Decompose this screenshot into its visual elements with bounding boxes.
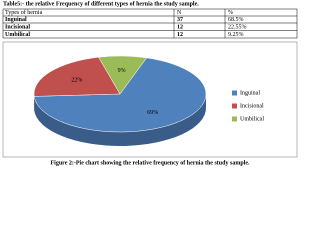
cell: Incisional — [5, 24, 30, 30]
cell: 9.25% — [228, 32, 244, 38]
legend-label: Umbilical — [240, 116, 264, 122]
cell: 22.55% — [228, 24, 247, 30]
slice-label: 9% — [118, 68, 126, 74]
slice-side — [34, 94, 206, 146]
legend-swatch — [232, 90, 237, 96]
header-cell: % — [228, 10, 233, 16]
legend-label: Incisional — [240, 103, 264, 109]
cell: Umbilical — [5, 32, 30, 38]
slice-label: 22% — [71, 78, 82, 84]
slice-label: 69% — [147, 110, 158, 116]
table: Types of hernia N % Inguinal 37 68.5% In… — [2, 8, 298, 39]
pie-chart: 69% 22% 9% Inguinal Incisional Umbilical — [33, 55, 264, 146]
table-border — [2, 8, 298, 39]
slice — [98, 55, 148, 95]
table-caption: Table5:- the relative Frequency of diffe… — [3, 1, 199, 7]
slice — [33, 56, 121, 97]
legend-label: Inguinal — [240, 90, 260, 96]
legend-swatch — [232, 103, 237, 109]
cell: Inguinal — [5, 17, 27, 23]
figure-caption: Figure 2:-Pie chart showing the relative… — [51, 160, 250, 166]
slice — [33, 57, 207, 133]
header-cell: N — [177, 10, 182, 16]
cell: 12 — [177, 24, 183, 30]
page: Table5:- the relative Frequency of diffe… — [2, 1, 298, 166]
cell: 68.5% — [228, 17, 244, 23]
cell: 12 — [177, 32, 183, 38]
header-cell: Types of hernia — [5, 9, 43, 16]
cell: 37 — [177, 17, 183, 23]
legend-swatch — [232, 116, 237, 122]
